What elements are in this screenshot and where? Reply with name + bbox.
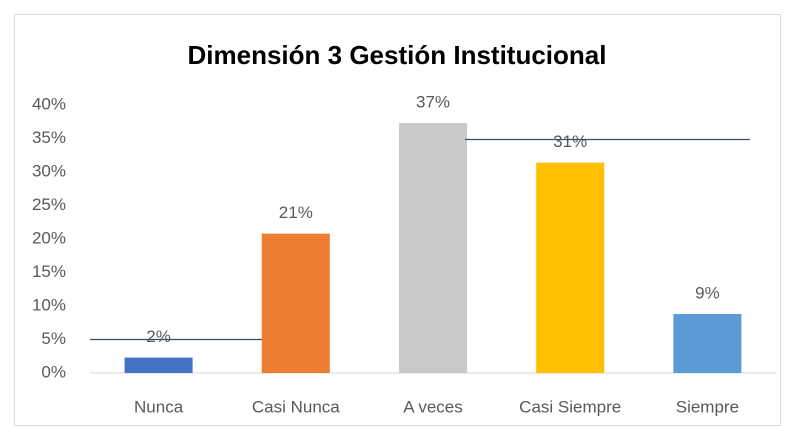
x-tick-label: A veces: [403, 397, 463, 416]
bar: [536, 162, 605, 373]
chart-title: Dimensión 3 Gestión Institucional: [188, 40, 607, 70]
x-tick-label: Casi Nunca: [252, 397, 340, 416]
data-label: 2%: [146, 327, 171, 346]
data-label: 31%: [553, 132, 587, 151]
bar: [261, 233, 330, 373]
y-tick-label: 35%: [32, 128, 66, 147]
x-tick-label: Siempre: [676, 397, 739, 416]
bar: [399, 123, 467, 373]
bar: [673, 314, 742, 373]
x-tick-label: Nunca: [134, 397, 184, 416]
y-tick-label: 25%: [32, 195, 66, 214]
x-tick-label: Casi Siempre: [519, 397, 621, 416]
y-tick-label: 0%: [41, 362, 66, 381]
data-label: 21%: [279, 203, 313, 222]
y-tick-label: 20%: [32, 228, 66, 247]
y-tick-label: 5%: [41, 329, 66, 348]
data-label: 9%: [695, 284, 720, 303]
bar: [124, 357, 193, 373]
y-tick-label: 10%: [32, 295, 66, 314]
y-tick-label: 30%: [32, 161, 66, 180]
y-tick-label: 15%: [32, 262, 66, 281]
chart-border: [14, 14, 781, 426]
data-label: 37%: [416, 93, 450, 112]
y-tick-label: 40%: [32, 94, 66, 113]
